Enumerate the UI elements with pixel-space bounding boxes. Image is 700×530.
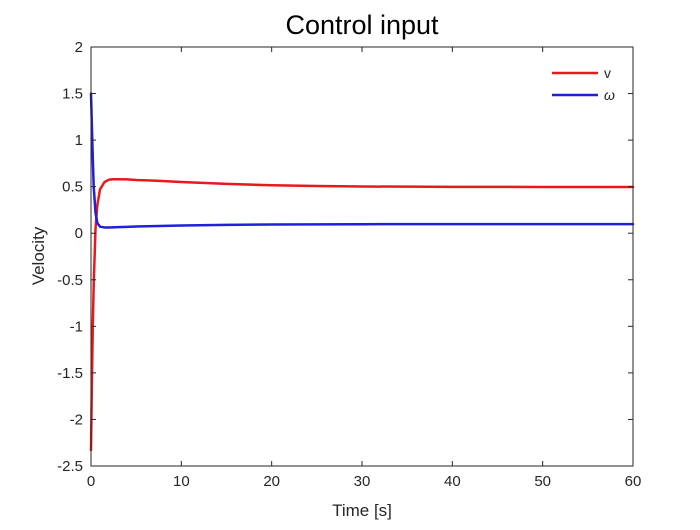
y-tick-label: -2 bbox=[70, 411, 83, 428]
x-axis: 0 10 20 30 40 50 60 bbox=[87, 47, 642, 490]
x-axis-label: Time [s] bbox=[332, 501, 392, 520]
y-axis-label: Velocity bbox=[29, 226, 48, 285]
x-tick-label: 60 bbox=[625, 473, 642, 490]
y-tick-label: -1.5 bbox=[57, 365, 83, 382]
legend: v ω bbox=[552, 65, 615, 103]
x-tick-label: 40 bbox=[444, 473, 461, 490]
y-tick-label: -1 bbox=[70, 318, 83, 335]
series-layer bbox=[89, 92, 635, 452]
y-tick-label: 0.5 bbox=[62, 179, 83, 196]
series-line-v bbox=[89, 177, 635, 452]
legend-label-omega: ω bbox=[604, 87, 615, 103]
x-tick-label: 10 bbox=[173, 473, 190, 490]
y-axis: -2.5 -2 -1.5 -1 -0.5 0 0.5 1 1.5 2 bbox=[57, 39, 633, 475]
chart-title: Control input bbox=[285, 10, 439, 40]
x-tick-label: 0 bbox=[87, 473, 95, 490]
plot-area bbox=[91, 47, 633, 466]
y-tick-label: 1 bbox=[75, 132, 83, 149]
series-line-omega bbox=[89, 92, 635, 229]
y-tick-label: -0.5 bbox=[57, 272, 83, 289]
legend-label-v: v bbox=[604, 65, 611, 81]
x-tick-label: 30 bbox=[354, 473, 371, 490]
y-tick-label: 2 bbox=[75, 39, 83, 56]
y-tick-label: 1.5 bbox=[62, 86, 83, 103]
y-tick-label: 0 bbox=[75, 225, 83, 242]
x-tick-label: 20 bbox=[263, 473, 280, 490]
x-tick-label: 50 bbox=[534, 473, 551, 490]
y-tick-label: -2.5 bbox=[57, 458, 83, 475]
